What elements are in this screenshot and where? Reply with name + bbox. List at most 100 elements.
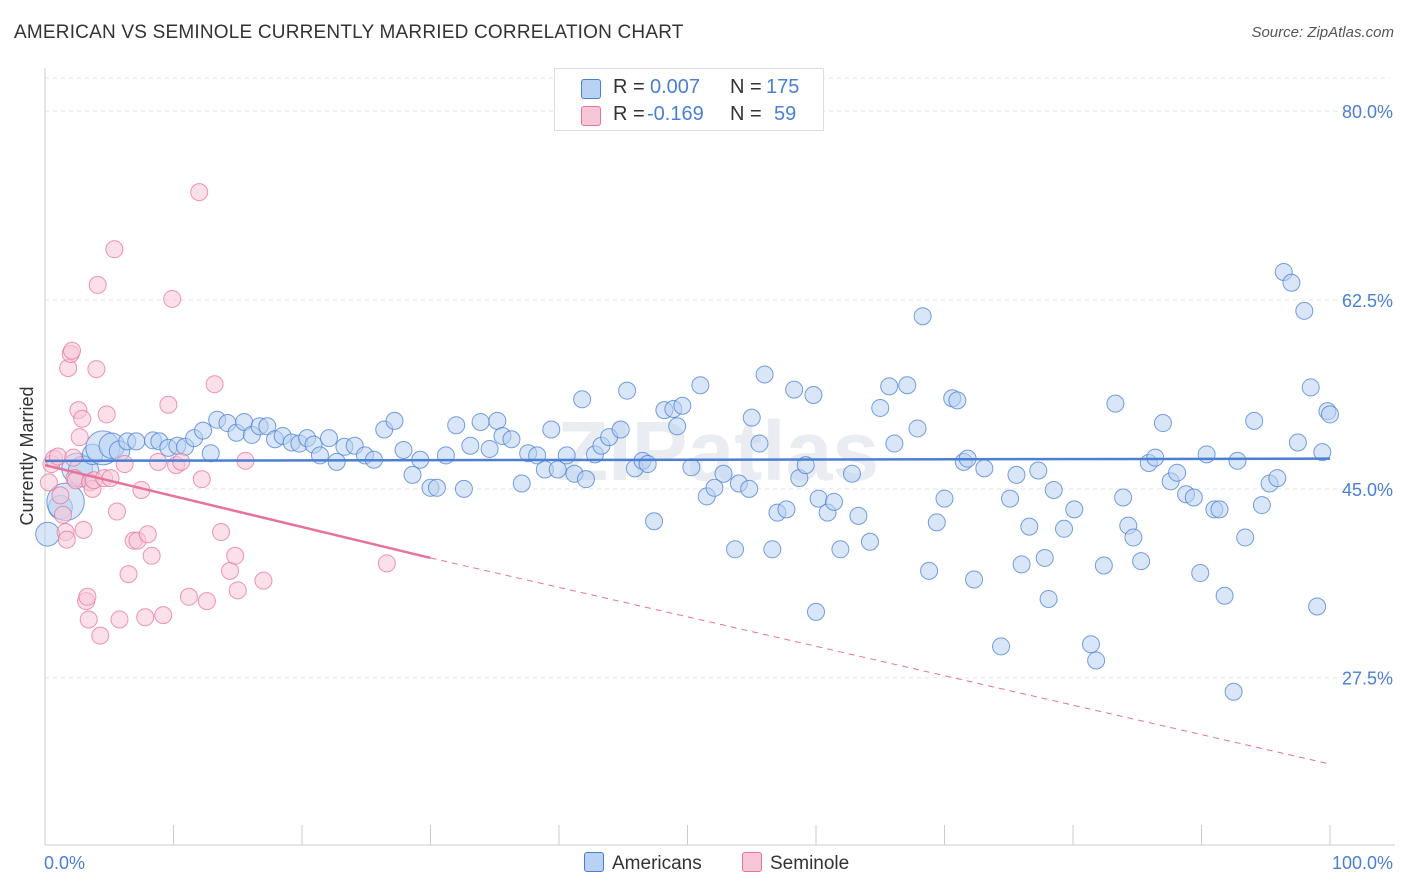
bottom-swatch-seminole <box>742 852 762 872</box>
y-tick-label: 62.5% <box>1342 291 1393 311</box>
data-point-seminole <box>190 183 209 202</box>
data-point-american <box>1029 461 1048 480</box>
data-point-seminole <box>115 455 134 474</box>
data-point-american <box>319 429 338 448</box>
data-point-seminole <box>73 409 92 428</box>
data-point-seminole <box>212 523 231 542</box>
data-point-seminole <box>78 587 97 606</box>
data-point-american <box>645 512 664 531</box>
data-point-seminole <box>205 375 224 394</box>
data-point-american <box>1094 556 1113 575</box>
data-point-seminole <box>101 469 120 488</box>
legend-row-seminole: R = -0.169 N = 59 <box>555 102 823 128</box>
data-point-american <box>1321 405 1339 424</box>
data-point-american <box>831 540 850 559</box>
y-tick-label: 45.0% <box>1342 480 1393 500</box>
data-point-american <box>576 470 595 489</box>
legend-r-label: R = <box>613 103 645 125</box>
data-point-american <box>842 464 861 483</box>
data-point-american <box>1168 463 1187 482</box>
data-point-seminole <box>136 608 155 627</box>
data-point-american <box>1210 500 1229 519</box>
axes <box>44 68 1395 846</box>
data-point-american <box>385 411 404 430</box>
data-point-american <box>714 464 733 483</box>
data-point-american <box>638 455 657 474</box>
data-point-seminole <box>105 240 124 259</box>
bottom-legend-label: Seminole <box>770 853 850 874</box>
data-point-american <box>611 420 630 439</box>
data-point-american <box>860 532 879 551</box>
data-point-seminole <box>377 554 396 573</box>
data-point-seminole <box>53 505 72 524</box>
data-point-american <box>1295 301 1314 320</box>
data-point-seminole <box>172 452 191 471</box>
data-point-seminole <box>119 565 138 584</box>
legend-r-value: 0.007 <box>650 76 701 98</box>
data-point-seminole <box>88 275 107 294</box>
x-tick-label: 0.0% <box>44 853 85 873</box>
data-point-american <box>1065 500 1084 519</box>
legend-row-americans: R = 0.007 N = 175 <box>555 75 823 101</box>
trend-line-americans <box>44 457 1331 463</box>
data-point-american <box>1020 517 1039 536</box>
data-point-american <box>502 430 521 449</box>
data-point-american <box>1153 414 1172 433</box>
data-point-american <box>447 416 466 435</box>
data-point-american <box>777 500 796 519</box>
data-point-seminole <box>39 473 58 492</box>
bottom-legend-americans: Americans <box>584 852 702 875</box>
data-point-american <box>935 489 954 508</box>
legend-n-label: N = <box>730 76 762 98</box>
data-point-seminole <box>142 546 161 565</box>
data-point-seminole <box>226 546 245 565</box>
data-point-american <box>726 540 745 559</box>
data-point-american <box>927 513 946 532</box>
legend-r-label: R = <box>613 76 645 98</box>
data-point-american <box>682 458 701 477</box>
data-point-american <box>920 561 939 580</box>
legend-swatch-seminole <box>581 106 601 126</box>
data-point-american <box>1313 443 1332 462</box>
data-point-american <box>1146 448 1165 467</box>
data-point-american <box>1268 469 1287 488</box>
trend-line-seminole-extension <box>430 557 1331 765</box>
data-point-american <box>673 396 692 415</box>
data-point-seminole <box>228 581 247 600</box>
legend-n-value: 175 <box>766 76 800 98</box>
data-point-seminole <box>107 502 126 521</box>
data-point-seminole <box>74 520 93 539</box>
data-point-seminole <box>197 592 216 611</box>
data-point-american <box>1224 682 1243 701</box>
data-point-american <box>1197 445 1216 464</box>
data-point-american <box>1055 519 1074 538</box>
data-point-american <box>908 419 927 438</box>
data-point-seminole <box>192 470 211 489</box>
data-point-american <box>1191 564 1210 583</box>
legend-n-label: N = <box>730 103 762 125</box>
data-point-seminole <box>64 448 83 467</box>
data-point-seminole <box>87 360 106 379</box>
data-point-seminole <box>159 395 178 414</box>
data-point-american <box>880 377 899 396</box>
data-point-american <box>480 439 499 458</box>
data-point-american <box>740 479 759 498</box>
data-point-seminole <box>51 486 70 505</box>
data-point-american <box>668 417 687 436</box>
x-tick-labels: 0.0% 100.0% <box>44 853 1393 873</box>
legend-n-value: 59 <box>774 103 797 125</box>
stats-legend: R = 0.007 N = 175 R = -0.169 N = 59 <box>554 68 824 131</box>
data-point-american <box>1007 465 1026 484</box>
data-point-american <box>403 465 422 484</box>
data-point-american <box>194 421 213 440</box>
data-point-seminole <box>57 530 76 549</box>
data-point-american <box>871 398 890 417</box>
data-point-american <box>1228 451 1247 470</box>
data-point-american <box>427 478 446 497</box>
data-point-american <box>948 391 967 410</box>
data-point-american <box>705 478 724 497</box>
data-point-american <box>461 436 480 455</box>
data-point-american <box>201 444 220 463</box>
data-point-american <box>1308 597 1327 616</box>
